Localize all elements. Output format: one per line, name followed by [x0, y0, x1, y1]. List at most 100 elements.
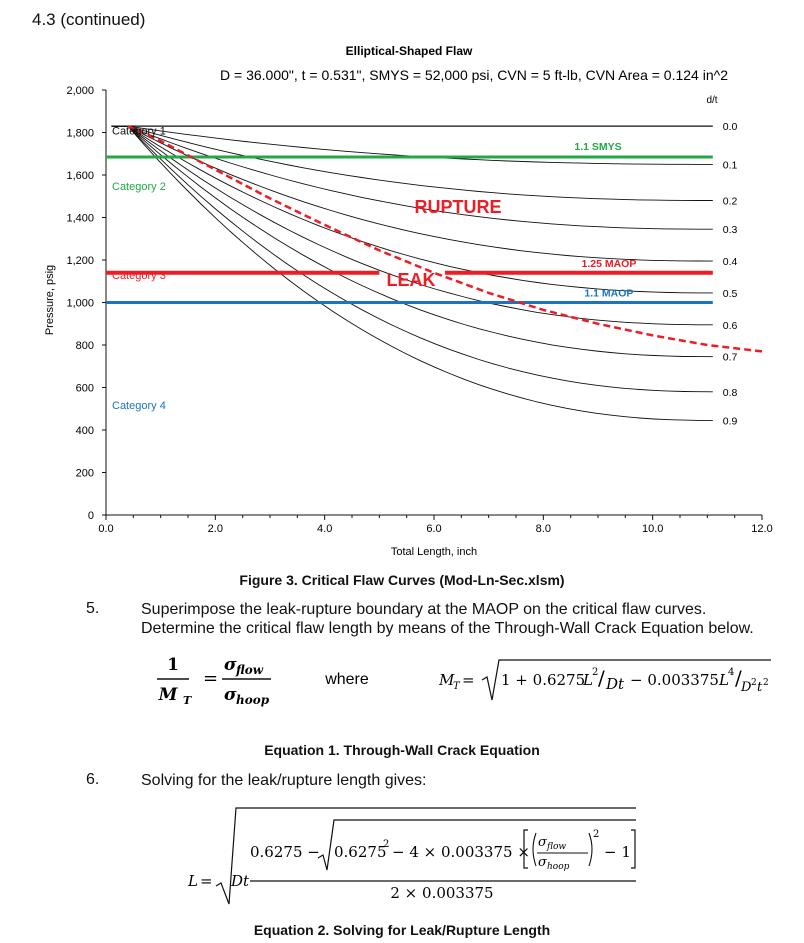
leak-rupture-boundary-line	[127, 124, 763, 353]
dt-label: 0.0	[723, 121, 738, 133]
step-text: Superimpose the leak-rupture boundary at…	[141, 600, 791, 638]
svg-text:hoop: hoop	[547, 862, 570, 872]
category-label: Category 3	[112, 270, 166, 282]
svg-text:σ: σ	[224, 685, 237, 705]
svg-text:2 × 0.003375: 2 × 0.003375	[390, 884, 493, 902]
svg-text:=: =	[203, 668, 218, 689]
outer-sqrt-sign	[215, 807, 636, 905]
x-tick-label: 2.0	[208, 523, 223, 535]
svg-text:2: 2	[751, 678, 757, 688]
dt-curve	[111, 125, 713, 326]
svg-text:L: L	[718, 671, 729, 689]
svg-text:σ: σ	[538, 835, 548, 850]
equation-2: L = Dt 0.6275 − 0.6275 2 − 4 × 0.003375 …	[187, 807, 636, 905]
figure-caption: Figure 3. Critical Flaw Curves (Mod-Ln-S…	[239, 572, 565, 588]
section-heading: 4.3 (continued)	[32, 10, 146, 29]
y-tick-label: 1,600	[66, 170, 94, 182]
category-label: Category 2	[112, 181, 166, 193]
dt-curve	[111, 125, 713, 294]
svg-text:T: T	[183, 694, 192, 707]
dt-label: 0.1	[723, 159, 738, 171]
svg-text:/: /	[735, 666, 742, 690]
svg-text:=: =	[200, 872, 213, 890]
svg-text:M: M	[438, 671, 455, 689]
dt-curve	[111, 125, 713, 421]
reference-line-label: 1.1 MAOP	[584, 288, 633, 300]
svg-text:0.6275 −: 0.6275 −	[250, 843, 320, 861]
svg-text:=: =	[462, 671, 475, 689]
x-tick-label: 12.0	[751, 523, 772, 535]
svg-text:T: T	[453, 681, 461, 692]
chart-title: Elliptical-Shaped Flaw	[346, 44, 473, 58]
y-axis-label: Pressure, psig	[44, 265, 56, 335]
svg-text:Dt: Dt	[230, 872, 250, 890]
chart-subtitle: D = 36.000", t = 0.531", SMYS = 52,000 p…	[220, 67, 728, 83]
y-tick-label: 1,800	[66, 128, 94, 140]
y-axis: 0 200 400 600 800 1,000 1,200 1,400 1,600 1,800 2,…	[66, 85, 107, 522]
svg-text:− 1: − 1	[604, 843, 631, 861]
dt-curve	[111, 125, 713, 262]
dt-curve	[111, 125, 713, 230]
dt-label: 0.9	[723, 415, 738, 427]
category-label: Category 4	[112, 400, 166, 412]
y-tick-label: 200	[76, 468, 94, 480]
svg-text:− 4 × 0.003375 ×: − 4 × 0.003375 ×	[392, 843, 530, 861]
dt-label: 0.5	[723, 288, 738, 300]
step-number: 5.	[86, 600, 100, 617]
svg-text:flow: flow	[235, 663, 264, 677]
svg-text:σ: σ	[224, 655, 237, 675]
y-tick-label: 800	[76, 340, 94, 352]
y-tick-label: 1,400	[66, 213, 94, 225]
svg-text:2: 2	[592, 667, 598, 678]
svg-text:σ: σ	[538, 855, 548, 870]
svg-text:t: t	[757, 680, 763, 695]
reference-line-label: 1.25 MAOP	[582, 258, 637, 270]
eq1-where: where	[324, 671, 369, 688]
reference-line-label: 1.1 SMYS	[574, 141, 621, 153]
reference-lines: 1.1 SMYS 1.25 MAOP 1.1 MAOP	[106, 141, 713, 304]
leak-region-label: LEAK	[387, 270, 436, 290]
eq1-lhs-denominator: M	[158, 685, 179, 705]
svg-text:2: 2	[383, 839, 389, 850]
step-text: Solving for the leak/rupture length give…	[141, 772, 427, 789]
y-tick-label: 0	[88, 510, 94, 522]
rupture-region-label: RUPTURE	[414, 197, 501, 217]
svg-text:0.6275: 0.6275	[334, 843, 387, 861]
equation-2-caption: Equation 2. Solving for Leak/Rupture Len…	[253, 922, 551, 938]
dt-curve	[111, 125, 713, 201]
equation-1-caption: Equation 1. Through-Wall Crack Equation	[264, 742, 540, 758]
eq1-lhs-numerator: 1	[167, 655, 179, 675]
svg-text:flow: flow	[546, 842, 566, 852]
dt-label: 0.6	[723, 320, 738, 332]
leak-rupture-boundary	[127, 124, 763, 353]
dt-label: 0.7	[723, 352, 738, 364]
svg-text:/: /	[598, 666, 605, 690]
svg-text:L: L	[582, 671, 593, 689]
svg-text:hoop: hoop	[236, 693, 270, 707]
y-tick-label: 400	[76, 425, 94, 437]
dt-curve	[111, 125, 713, 165]
y-tick-label: 2,000	[66, 85, 94, 97]
dt-curve	[111, 125, 713, 358]
category-label: Category 1	[112, 126, 166, 138]
dt-header: d/t	[706, 95, 717, 106]
sqrt-sign	[481, 659, 771, 701]
svg-text:2: 2	[593, 829, 599, 840]
dt-label: 0.3	[723, 224, 738, 236]
y-tick-label: 1,000	[66, 298, 94, 310]
x-tick-label: 6.0	[426, 523, 441, 535]
inner-sqrt-sign	[317, 819, 636, 871]
dt-labels: 0.0 0.1 0.2 0.3 0.4 0.5 0.6 0.7 0.8 0.9	[723, 121, 738, 427]
dt-label: 0.8	[723, 387, 738, 399]
svg-text:D: D	[740, 680, 752, 695]
x-axis-label: Total Length, inch	[391, 546, 477, 558]
equation-1: 1 M T = σ flow σ hoop where M T = 1 + 0.…	[157, 655, 771, 707]
svg-text:4: 4	[728, 667, 734, 678]
svg-text:Dt: Dt	[605, 675, 625, 693]
svg-text:2: 2	[763, 678, 769, 688]
svg-text:1 + 0.6275: 1 + 0.6275	[501, 671, 585, 689]
svg-text:L: L	[187, 872, 198, 890]
x-axis: 0.0 2.0 4.0 6.0 8.0 10.0 12.0	[98, 514, 773, 535]
y-tick-label: 600	[76, 383, 94, 395]
x-tick-label: 10.0	[642, 523, 663, 535]
